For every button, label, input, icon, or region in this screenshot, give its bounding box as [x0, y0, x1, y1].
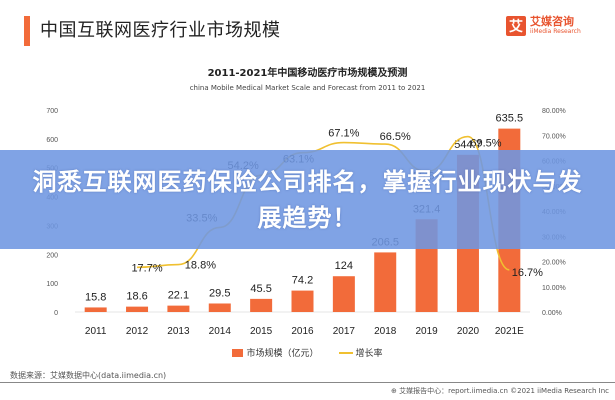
x-axis-tick-label: 2017 [333, 326, 356, 337]
left-axis-tick-label: 100 [46, 281, 58, 288]
x-axis-tick-label: 2013 [167, 326, 190, 337]
bar-value-label: 124 [335, 260, 353, 272]
data-source: 数据来源：艾媒数据中心(data.iimedia.cn) [10, 371, 167, 380]
x-axis-tick-label: 2012 [126, 326, 149, 337]
line-value-label: 69.5% [470, 138, 501, 150]
bar-market-size [332, 276, 355, 312]
line-value-label: 17.7% [131, 262, 162, 274]
chart-legend: 市场规模（亿元） 增长率 [0, 346, 615, 359]
right-axis-tick-label: 80.00% [542, 108, 566, 115]
left-axis-tick-label: 700 [46, 108, 58, 115]
bar-value-label: 15.8 [85, 291, 106, 303]
page-title: 中国互联网医疗行业市场规模 [40, 20, 281, 41]
left-axis-tick-label: 0 [54, 310, 58, 317]
bar-market-size [126, 306, 149, 312]
line-value-label: 16.7% [512, 267, 543, 279]
bar-value-label: 22.1 [168, 290, 189, 302]
x-axis-tick-label: 2020 [457, 326, 480, 337]
line-value-label: 66.5% [380, 131, 411, 143]
banner-text: 洞悉互联网医药保险公司排名，掌握行业现状与发展趋势！ [32, 167, 583, 232]
left-axis-tick-label: 600 [46, 137, 58, 144]
chart-title: 2011-2021年中国移动医疗市场规模及预测 [207, 68, 408, 79]
footer-copyright: ⊕ 艾媒报告中心：report.iimedia.cn ©2021 iiMedia… [391, 386, 609, 396]
legend-label: 市场规模（亿元） [246, 349, 319, 359]
legend-label: 增长率 [355, 349, 383, 359]
logo-name-en: iiMedia Research [530, 28, 581, 35]
right-axis-tick-label: 70.00% [542, 133, 566, 140]
x-axis-tick-label: 2018 [374, 326, 397, 337]
right-axis-tick-label: 10.00% [542, 285, 566, 292]
x-axis-tick-label: 2016 [291, 326, 314, 337]
right-axis-tick-label: 20.00% [542, 260, 566, 267]
line-value-label: 67.1% [328, 128, 359, 140]
legend-item-market-size: 市场规模（亿元） [232, 346, 319, 359]
bar-market-size [208, 303, 231, 312]
bar-value-label: 18.6 [126, 291, 147, 303]
bar-value-label: 635.5 [496, 113, 524, 125]
chart-subtitle: china Mobile Medical Market Scale and Fo… [189, 84, 426, 92]
right-axis-tick-label: 0.00% [542, 310, 562, 317]
bar-market-size [250, 298, 273, 312]
logo-icon: 艾 [506, 16, 526, 36]
bar-market-size [167, 305, 190, 312]
brand-logo: 艾 艾媒咨询 iiMedia Research [506, 16, 581, 36]
x-axis-tick-label: 2019 [415, 326, 438, 337]
legend-item-growth-rate: 增长率 [338, 346, 383, 359]
x-axis-tick-label: 2011 [85, 326, 107, 337]
x-axis-tick-label: 2021E [495, 326, 524, 337]
legend-bar-swatch [232, 348, 244, 357]
title-accent-bar [24, 16, 30, 46]
globe-icon: ⊕ [391, 387, 400, 395]
copyright-text: 艾媒报告中心：report.iimedia.cn ©2021 iiMedia R… [399, 387, 609, 395]
logo-name-cn: 艾媒咨询 [530, 15, 574, 28]
bar-market-size [84, 307, 107, 312]
left-axis-tick-label: 200 [46, 252, 58, 259]
bar-value-label: 74.2 [292, 275, 313, 287]
bar-value-label: 45.5 [250, 283, 271, 295]
bar-value-label: 29.5 [209, 287, 230, 299]
bar-market-size [291, 290, 314, 312]
legend-line-swatch [338, 351, 353, 354]
line-value-label: 18.8% [185, 260, 216, 272]
x-axis-tick-label: 2015 [250, 326, 273, 337]
x-axis-tick-label: 2014 [209, 326, 232, 337]
promo-banner[interactable]: 洞悉互联网医药保险公司排名，掌握行业现状与发展趋势！ [0, 150, 615, 249]
footer-divider [0, 382, 615, 383]
bar-market-size [374, 252, 397, 312]
